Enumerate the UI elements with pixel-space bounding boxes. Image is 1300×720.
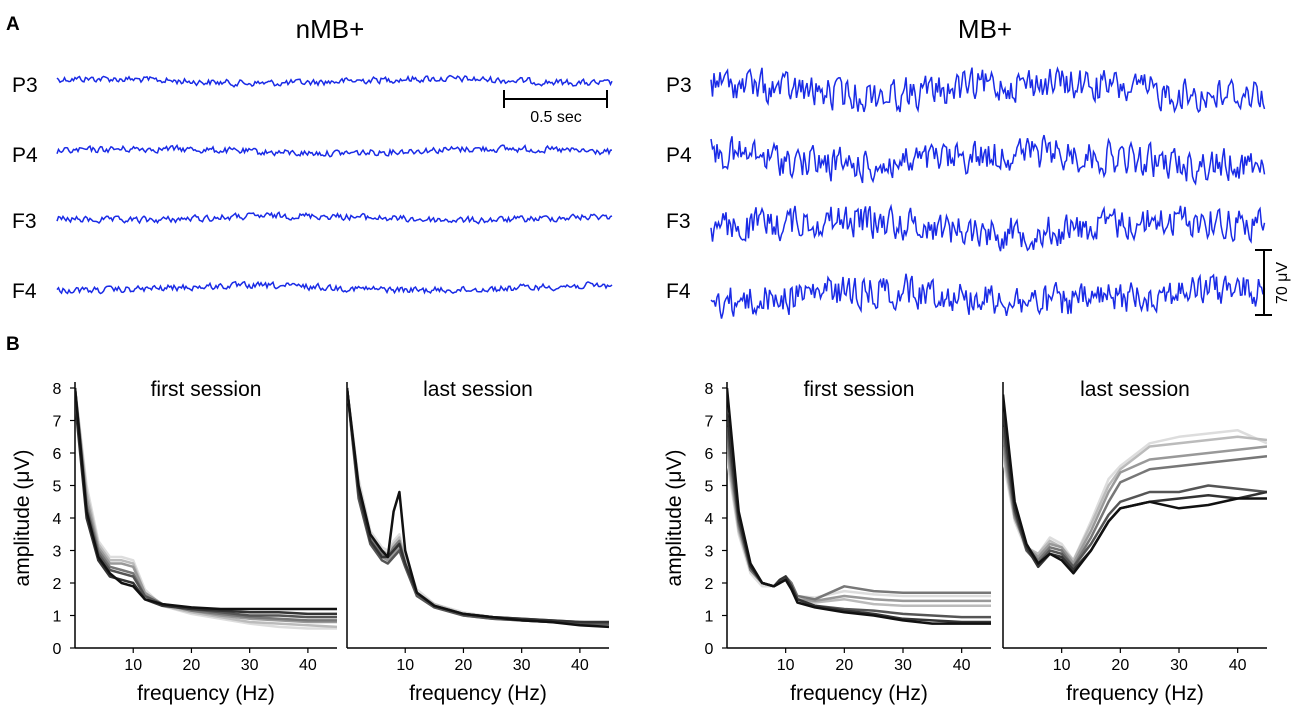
x-tick-label: 40: [299, 657, 317, 674]
x-tick-label: 30: [241, 657, 259, 674]
series-line: [727, 387, 991, 625]
y-tick-label: 7: [53, 414, 62, 431]
channel-label-right-p4: P4: [666, 144, 692, 167]
panel-label-a: A: [6, 14, 20, 35]
x-axis-label: frequency (Hz): [137, 682, 275, 705]
series-line: [75, 387, 337, 619]
y-tick-label: 0: [53, 641, 62, 658]
series-line: [347, 387, 609, 629]
eeg-trace-mb-p4: [710, 134, 1266, 186]
y-tick-label: 8: [705, 381, 714, 398]
y-tick-label: 7: [705, 414, 714, 431]
y-tick-label: 6: [53, 446, 62, 463]
series-line: [727, 459, 991, 599]
x-tick-label: 10: [777, 657, 795, 674]
x-tick-label: 20: [455, 657, 473, 674]
series-line: [347, 387, 609, 627]
eeg-traces: [56, 66, 1266, 319]
x-tick-label: 40: [953, 657, 971, 674]
amplitude-scale-label: 70 μV: [1274, 262, 1291, 304]
x-axis-label: frequency (Hz): [409, 682, 547, 705]
series-line: [347, 387, 609, 625]
channel-label-right-f3: F3: [666, 210, 691, 233]
series-line: [727, 413, 991, 624]
x-tick-label: 30: [513, 657, 531, 674]
x-axis-label: frequency (Hz): [1066, 682, 1204, 705]
chart-nmb-first: 0 1 2 3 4 5 6 7 8 amplitude (μV) 10 20 30 40 first ses…: [11, 378, 337, 705]
series-line: [347, 387, 609, 627]
chart-title: first session: [804, 378, 915, 401]
series-line: [347, 387, 609, 625]
y-tick-label: 5: [53, 479, 62, 496]
time-scale-bar: 0.5 sec: [503, 90, 608, 126]
y-tick-label: 1: [705, 609, 714, 626]
series-line: [75, 387, 337, 629]
y-tick-label: 8: [53, 381, 62, 398]
x-axis-label: frequency (Hz): [790, 682, 928, 705]
y-axis-label: amplitude (μV): [663, 450, 686, 587]
series-line: [75, 387, 337, 630]
y-tick-label: 6: [705, 446, 714, 463]
x-tick-label: 20: [183, 657, 201, 674]
y-axis-label: amplitude (μV): [11, 450, 34, 587]
amplitude-scale-bar: 70 μV: [1255, 249, 1291, 316]
x-tick-label: 10: [396, 657, 414, 674]
y-tick-label: 2: [705, 576, 714, 593]
series-line: [75, 387, 337, 624]
panel-label-b: B: [6, 334, 20, 355]
chart-title: last session: [1080, 378, 1190, 401]
series-line: [1003, 394, 1267, 575]
x-tick-label: 40: [571, 657, 589, 674]
channel-label-left-p4: P4: [12, 144, 38, 167]
channel-label-left-p3: P3: [12, 74, 38, 97]
x-tick-label: 30: [894, 657, 912, 674]
y-tick-label: 4: [705, 511, 714, 528]
eeg-trace-nmb-p4: [56, 144, 612, 158]
eeg-trace-mb-p3: [710, 66, 1266, 114]
channel-label-right-f4: F4: [666, 280, 691, 303]
series-line: [75, 400, 337, 616]
eeg-trace-mb-f3: [710, 203, 1266, 252]
channel-label-left-f3: F3: [12, 210, 37, 233]
chart-mb-first: 0 1 2 3 4 5 6 7 8 amplitude (μV) 10 20 30 40 first ses…: [663, 378, 991, 705]
series-line: [347, 387, 609, 624]
series-line: [75, 387, 337, 622]
series-line: [347, 387, 609, 629]
x-tick-label: 10: [1053, 657, 1071, 674]
chart-mb-last: 10 20 30 40 last session frequency (Hz): [1002, 378, 1267, 705]
y-tick-label: 1: [53, 609, 62, 626]
eeg-trace-nmb-f4: [56, 280, 613, 295]
series-line: [75, 387, 337, 611]
chart-nmb-last: 10 20 30 40 last session frequency (Hz): [346, 378, 609, 705]
eeg-trace-mb-f4: [710, 273, 1266, 319]
y-tick-label: 0: [705, 641, 714, 658]
x-tick-label: 10: [124, 657, 142, 674]
y-tick-label: 4: [53, 511, 62, 528]
y-tick-label: 2: [53, 576, 62, 593]
y-tick-label: 3: [705, 544, 714, 561]
eeg-trace-nmb-p3: [56, 74, 613, 88]
chart-title: first session: [151, 378, 262, 401]
x-tick-label: 20: [1111, 657, 1129, 674]
x-tick-label: 30: [1170, 657, 1188, 674]
time-scale-label: 0.5 sec: [530, 109, 582, 126]
chart-title: last session: [423, 378, 533, 401]
y-tick-label: 5: [705, 479, 714, 496]
x-tick-label: 20: [835, 657, 853, 674]
channel-label-left-f4: F4: [12, 280, 37, 303]
series-line: [727, 452, 991, 608]
eeg-trace-nmb-f3: [56, 211, 613, 225]
series-line: [727, 436, 991, 601]
channel-label-right-p3: P3: [666, 74, 692, 97]
x-tick-label: 40: [1229, 657, 1247, 674]
group-title-mb: MB+: [958, 14, 1012, 44]
group-title-nmb: nMB+: [296, 14, 365, 44]
y-tick-label: 3: [53, 544, 62, 561]
series-line: [727, 446, 991, 603]
